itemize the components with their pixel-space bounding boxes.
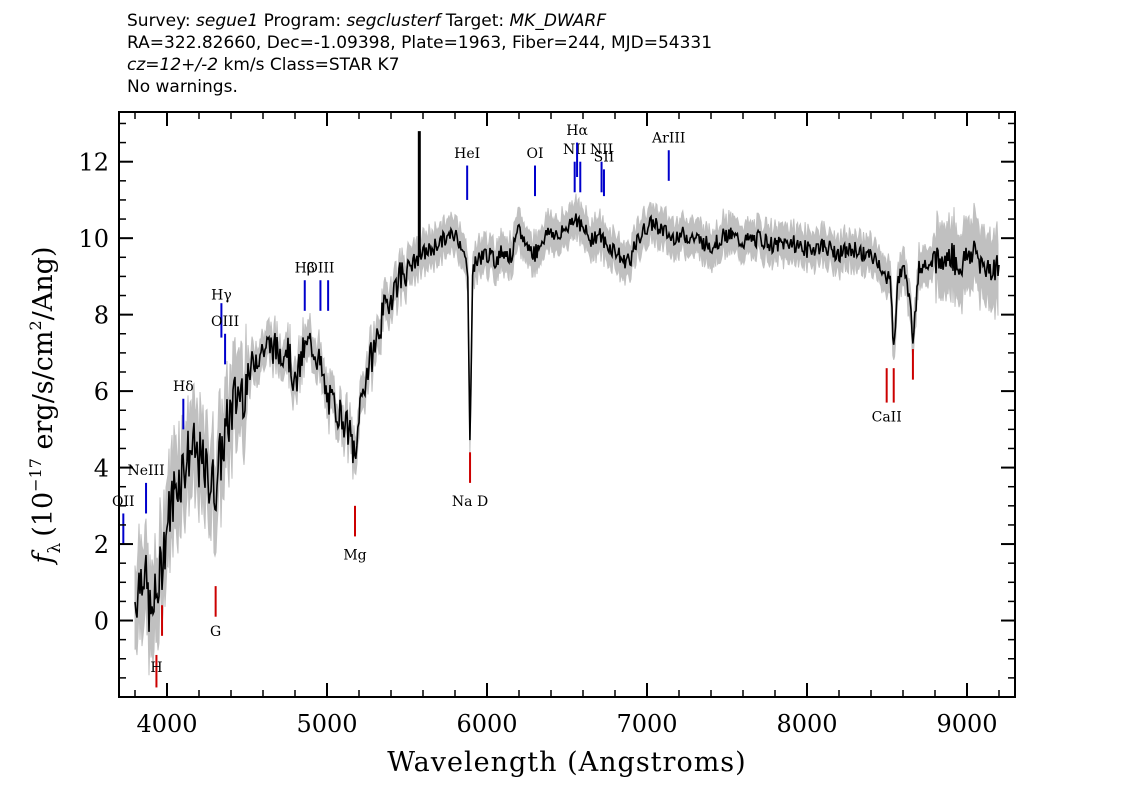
y-tick-label: 10 <box>78 225 109 253</box>
emission-line-label: NII <box>563 142 586 158</box>
emission-line-label: HeI <box>454 146 480 162</box>
emission-line-label: Hβ <box>295 261 315 277</box>
x-tick-label: 8000 <box>776 710 837 738</box>
flux-series <box>134 131 1000 632</box>
redshift-value: cz=12+/-2 <box>127 55 219 75</box>
x-axis-label: Wavelength (Angstroms) <box>387 747 746 778</box>
error-band-area <box>134 193 999 676</box>
y-tick-label: 4 <box>94 455 109 483</box>
flux-line <box>134 213 1000 632</box>
survey-label: Survey: <box>127 11 197 31</box>
absorption-line-label: Mg <box>343 547 366 563</box>
x-tick-label: 5000 <box>296 710 357 738</box>
emission-line-label: OI <box>526 146 543 162</box>
absorption-line-label: Na D <box>452 494 488 510</box>
emission-line-label: SII <box>594 150 615 166</box>
y-tick-label: 6 <box>94 378 109 406</box>
emission-line-label: OIII <box>211 314 239 330</box>
x-tick-label: 6000 <box>456 710 517 738</box>
y-tick-label: 0 <box>94 608 109 636</box>
y-axis-label: fλ(10−17 erg/s/cm2/Ang) <box>26 247 65 566</box>
emission-line-label: NeIII <box>127 463 164 479</box>
emission-line-label: Hγ <box>211 287 232 303</box>
emission-line-label: ArIII <box>651 131 685 147</box>
x-tick-label: 9000 <box>936 710 997 738</box>
error-band <box>134 193 999 676</box>
header-line-coordinates: RA=322.82660, Dec=-1.09398, Plate=1963, … <box>127 33 713 53</box>
y-tick-label: 2 <box>94 531 109 559</box>
header-line-warnings: No warnings. <box>127 77 238 97</box>
emission-line-label: OII <box>112 494 135 510</box>
header-line-redshift: cz=12+/-2 km/s Class=STAR K7 <box>127 54 712 76</box>
y-tick-label: 12 <box>78 149 109 177</box>
emission-line-label: Hδ <box>173 379 194 395</box>
plot-frame <box>118 111 1016 698</box>
survey-value: segue1 <box>196 11 259 31</box>
header-line-survey: Survey: segue1 Program: segclusterf Targ… <box>127 10 712 32</box>
absorption-line-label: H <box>150 660 162 676</box>
program-label: Program: <box>258 11 347 31</box>
x-axis: 4000 5000 6000 7000 8000 9000 <box>134 112 1000 738</box>
target-value: MK_DWARF <box>509 11 607 31</box>
target-label: Target: <box>440 11 510 31</box>
emission-line-label: NII <box>590 142 613 158</box>
spectrum-header: Survey: segue1 Program: segclusterf Targ… <box>127 10 712 98</box>
emission-line-label: OIII <box>306 261 334 277</box>
y-tick-label: 8 <box>94 302 109 330</box>
absorption-line-label: G <box>210 624 221 640</box>
program-value: segclusterf <box>346 11 441 31</box>
x-tick-label: 4000 <box>136 710 197 738</box>
y-axis: 0 2 4 6 8 10 12 <box>78 122 1015 679</box>
emission-line-label: Hα <box>566 123 588 139</box>
class-value: km/s Class=STAR K7 <box>218 55 400 75</box>
x-tick-label: 7000 <box>616 710 677 738</box>
absorption-line-label: CaII <box>872 410 902 426</box>
